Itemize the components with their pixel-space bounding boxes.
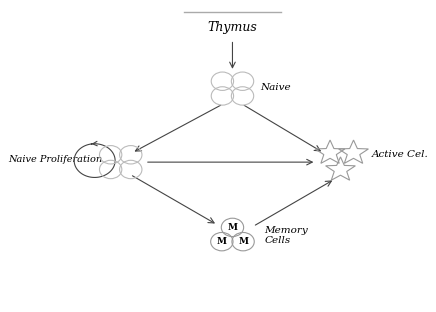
Text: Active Cel.: Active Cel. [372,150,429,159]
Text: M: M [217,237,227,246]
Text: Naive Proliferation: Naive Proliferation [8,154,102,163]
Text: Naive: Naive [260,83,291,91]
Text: Thymus: Thymus [208,21,257,34]
Text: M: M [238,237,248,246]
Text: Memory
Cells: Memory Cells [264,226,308,245]
Text: M: M [228,223,238,232]
